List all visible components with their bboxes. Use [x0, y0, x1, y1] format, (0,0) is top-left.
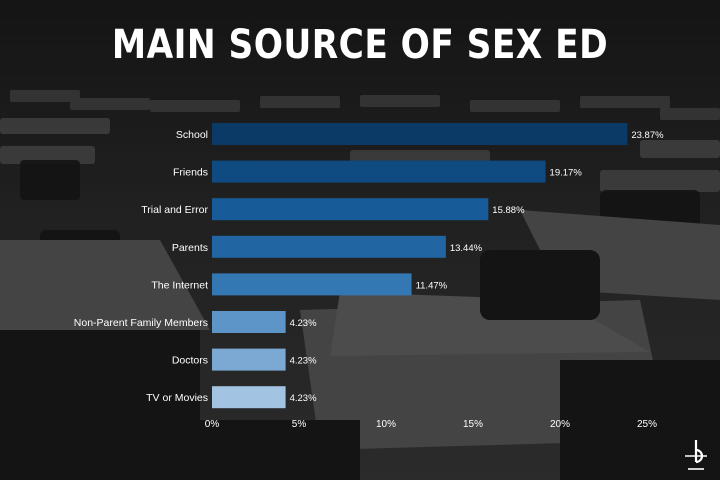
x-tick-label: 5% [292, 419, 307, 430]
category-label: Doctors [172, 355, 208, 367]
bar [212, 348, 286, 371]
bar [212, 273, 412, 296]
data-label: 4.23% [290, 393, 317, 404]
x-tick-label: 25% [637, 419, 657, 430]
data-label: 11.47% [416, 280, 448, 291]
category-label: TV or Movies [146, 392, 208, 404]
bar [212, 123, 628, 145]
data-label: 4.23% [290, 356, 317, 367]
category-label: School [176, 129, 208, 141]
x-tick-label: 0% [205, 419, 220, 430]
data-label: 13.44% [450, 243, 483, 254]
bar [212, 311, 286, 333]
x-tick-label: 15% [463, 419, 483, 430]
data-label: 15.88% [492, 205, 525, 216]
bar [212, 198, 489, 221]
data-label: 19.17% [550, 168, 583, 179]
brand-logo-icon [685, 440, 707, 470]
bar [212, 160, 546, 183]
x-tick-label: 10% [376, 419, 396, 430]
category-label: Friends [173, 167, 208, 179]
category-label: Trial and Error [141, 204, 208, 216]
bar [212, 386, 286, 409]
category-label: Non-Parent Family Members [74, 317, 208, 329]
x-tick-label: 20% [550, 419, 570, 430]
category-label: Parents [172, 242, 208, 254]
chart-title: MAIN SOURCE OF SEX ED [111, 22, 609, 68]
bar [212, 235, 446, 258]
data-label: 4.23% [290, 318, 317, 329]
category-label: The Internet [151, 279, 208, 291]
data-label: 23.87% [631, 130, 664, 141]
